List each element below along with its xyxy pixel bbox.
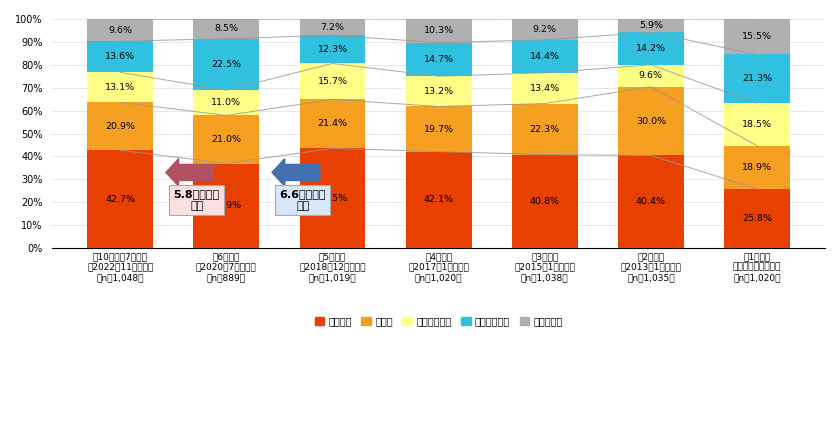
Bar: [618, 65, 684, 87]
Bar: [724, 189, 790, 248]
Bar: [87, 41, 153, 72]
Bar: [618, 156, 684, 248]
Bar: [618, 32, 684, 65]
Text: 40.8%: 40.8%: [530, 197, 559, 206]
Text: 21.3%: 21.3%: [742, 74, 772, 83]
Bar: [300, 35, 365, 63]
Bar: [724, 54, 790, 103]
Text: 5.9%: 5.9%: [639, 21, 663, 30]
Bar: [193, 39, 260, 90]
Text: 30.0%: 30.0%: [636, 116, 666, 126]
Bar: [193, 164, 260, 248]
Text: 43.5%: 43.5%: [318, 194, 348, 203]
Text: 9.2%: 9.2%: [533, 25, 557, 34]
Bar: [193, 116, 260, 164]
Text: 25.8%: 25.8%: [742, 214, 772, 223]
Legend: 策定済み, 策定中, 策定予定あり, 策定予定なし, わからない: 策定済み, 策定中, 策定予定あり, 策定予定なし, わからない: [311, 312, 566, 330]
Bar: [300, 19, 365, 35]
Bar: [724, 146, 790, 189]
Bar: [512, 19, 578, 40]
Bar: [406, 42, 471, 76]
Text: 40.4%: 40.4%: [636, 197, 666, 206]
Text: 36.9%: 36.9%: [212, 201, 241, 210]
Text: 22.5%: 22.5%: [212, 60, 241, 69]
Bar: [193, 90, 260, 116]
Text: 42.7%: 42.7%: [105, 195, 135, 204]
Bar: [300, 99, 365, 148]
Text: 13.1%: 13.1%: [105, 83, 135, 92]
Text: 5.8ポイント
増加: 5.8ポイント 増加: [174, 189, 220, 211]
Text: 21.4%: 21.4%: [318, 119, 348, 128]
Bar: [406, 19, 471, 42]
Bar: [300, 63, 365, 99]
FancyArrow shape: [165, 159, 213, 186]
Bar: [724, 103, 790, 146]
Text: 13.2%: 13.2%: [423, 87, 454, 96]
Text: 42.1%: 42.1%: [423, 196, 454, 204]
Text: 14.7%: 14.7%: [423, 55, 454, 64]
Text: 21.0%: 21.0%: [212, 135, 241, 144]
Bar: [406, 107, 471, 152]
Text: 19.7%: 19.7%: [423, 125, 454, 133]
Bar: [406, 152, 471, 248]
Text: 20.9%: 20.9%: [105, 122, 135, 131]
Bar: [512, 40, 578, 73]
Text: 9.6%: 9.6%: [639, 71, 663, 80]
Bar: [618, 19, 684, 32]
Text: 14.4%: 14.4%: [530, 52, 559, 61]
Text: 9.6%: 9.6%: [108, 26, 132, 35]
Text: 10.3%: 10.3%: [423, 26, 454, 35]
Text: 22.3%: 22.3%: [530, 125, 559, 133]
Bar: [512, 155, 578, 248]
Bar: [87, 72, 153, 102]
Text: 18.9%: 18.9%: [742, 163, 772, 172]
Text: 13.6%: 13.6%: [105, 52, 135, 61]
Bar: [512, 73, 578, 104]
Bar: [618, 87, 684, 156]
Bar: [87, 102, 153, 150]
Text: 6.6ポイント
減少: 6.6ポイント 減少: [280, 189, 326, 211]
Text: 18.5%: 18.5%: [742, 120, 772, 129]
Text: 7.2%: 7.2%: [321, 23, 344, 31]
Text: 11.0%: 11.0%: [212, 98, 241, 108]
Bar: [724, 19, 790, 54]
Text: 15.5%: 15.5%: [742, 32, 772, 41]
Bar: [300, 148, 365, 248]
Bar: [87, 150, 153, 248]
Text: 15.7%: 15.7%: [318, 77, 348, 86]
Text: 12.3%: 12.3%: [318, 45, 348, 54]
Bar: [512, 104, 578, 155]
Text: 14.2%: 14.2%: [636, 44, 666, 53]
Bar: [193, 19, 260, 39]
FancyArrow shape: [272, 159, 320, 186]
Text: 13.4%: 13.4%: [530, 84, 559, 93]
Text: 8.5%: 8.5%: [214, 25, 239, 34]
Bar: [87, 19, 153, 41]
Bar: [406, 76, 471, 107]
